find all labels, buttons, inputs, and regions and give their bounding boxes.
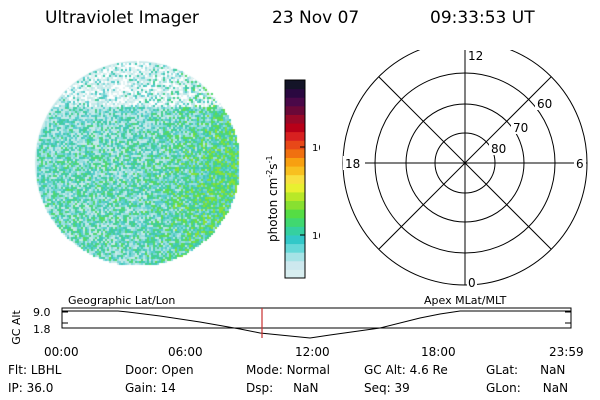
x-tick-1800: 18:00	[421, 345, 456, 359]
polar-line-diag2	[378, 76, 552, 250]
colorbar-cell	[285, 88, 305, 98]
timeline-left-label: Geographic Lat/Lon	[68, 294, 176, 307]
colorbar-cell	[285, 217, 305, 227]
colorbar-cell	[285, 269, 305, 279]
seq-value: 39	[394, 381, 410, 395]
timeline-y-tick-top: 9.0	[33, 306, 51, 319]
colorbar-cell	[285, 131, 305, 141]
uv-image-disk	[30, 55, 250, 275]
gain-label: Gain:	[125, 381, 157, 395]
gcalt-label: GC Alt:	[364, 363, 406, 377]
colorbar-cell	[285, 114, 305, 124]
polar-label-bg-80	[489, 141, 509, 155]
mlt-label-6: 6	[576, 157, 584, 171]
timeline-plot	[61, 307, 572, 339]
glat-value: NaN	[540, 363, 566, 377]
door-value: Open	[161, 363, 194, 377]
colorbar-cell	[285, 174, 305, 184]
colorbar-cell	[285, 200, 305, 210]
altitude-curve	[62, 310, 571, 339]
colorbar-cells	[285, 80, 305, 279]
colorbar-cell	[285, 226, 305, 236]
glon-value: NaN	[542, 381, 569, 395]
x-tick-2359: 23:59	[549, 345, 584, 359]
lat-label-70: 70	[513, 121, 528, 135]
timeline-frame	[61, 307, 572, 329]
colorbar-cell	[285, 252, 305, 262]
x-tick-1200: 12:00	[295, 345, 330, 359]
ip-value: 36.0	[26, 381, 54, 395]
colorbar-cell	[285, 80, 305, 90]
colorbar: 100 10 photon cm-2s-1	[265, 79, 320, 279]
colorbar-cell	[285, 148, 305, 158]
colorbar-cell	[285, 140, 305, 150]
gcalt-value: 4.6 Re	[409, 363, 448, 377]
colorbar-cell	[285, 260, 305, 270]
mode-field: Mode: Normal	[246, 363, 330, 377]
dsp-label: Dsp:	[246, 381, 274, 395]
polar-grid: 12 18 6 0 60 70 80	[342, 50, 588, 290]
glat-label: GLat:	[486, 363, 519, 377]
gcalt-field: GC Alt: 4.6 Re	[364, 363, 448, 377]
mode-label: Mode:	[246, 363, 283, 377]
colorbar-cell	[285, 209, 305, 219]
polar-label-bg-12	[466, 50, 482, 62]
colorbar-cell	[285, 243, 305, 253]
colorbar-cell	[285, 191, 305, 202]
polar-label-bg-60	[535, 96, 555, 110]
time-label: 09:33:53 UT	[430, 8, 535, 28]
door-field: Door: Open	[125, 363, 194, 377]
timeline-y-tick-bottom: 1.8	[33, 323, 51, 336]
seq-label: Seq:	[364, 381, 391, 395]
colorbar-cell	[285, 105, 305, 115]
mlt-label-0: 0	[468, 276, 476, 290]
glat-field: GLat: NaN	[486, 363, 565, 377]
colorbar-cell	[285, 234, 305, 245]
colorbar-tick-label-10: 10	[312, 231, 320, 242]
dsp-field: Dsp: NaN	[246, 381, 318, 395]
flt-field: Flt: LBHL	[8, 363, 61, 377]
glon-field: GLon: NaN	[486, 381, 568, 395]
dsp-value: NaN	[293, 381, 319, 395]
gain-value: 14	[160, 381, 176, 395]
seq-field: Seq: 39	[364, 381, 410, 395]
polar-label-bg-6	[574, 156, 586, 170]
x-tick-0000: 00:00	[44, 345, 79, 359]
gain-field: Gain: 14	[125, 381, 176, 395]
mlt-label-12: 12	[468, 50, 483, 63]
colorbar-cell	[285, 166, 305, 176]
colorbar-tick-label-100: 100	[312, 143, 320, 154]
ip-field: IP: 36.0	[8, 381, 53, 395]
lat-label-60: 60	[537, 97, 552, 111]
app-title: Ultraviolet Imager	[45, 8, 199, 28]
colorbar-cell	[285, 157, 305, 167]
x-tick-0600: 06:00	[168, 345, 203, 359]
mode-value: Normal	[286, 363, 330, 377]
mlt-label-18: 18	[345, 157, 360, 171]
colorbar-cell	[285, 183, 305, 193]
colorbar-cell	[285, 97, 305, 107]
door-label: Door:	[125, 363, 158, 377]
polar-label-bg-0	[467, 276, 477, 288]
colorbar-cell	[285, 123, 305, 133]
polar-label-bg-18	[343, 156, 365, 170]
colorbar-unit-label: photon cm-2s-1	[265, 155, 280, 242]
flt-label: Flt:	[8, 363, 27, 377]
colorbar-frame	[284, 79, 306, 279]
flt-value: LBHL	[30, 363, 62, 377]
date-label: 23 Nov 07	[272, 8, 360, 28]
polar-label-bg-70	[511, 120, 531, 134]
ip-label: IP:	[8, 381, 23, 395]
timeline-right-label: Apex MLat/MLT	[424, 294, 507, 307]
glon-label: GLon:	[486, 381, 521, 395]
lat-label-80: 80	[491, 142, 506, 156]
